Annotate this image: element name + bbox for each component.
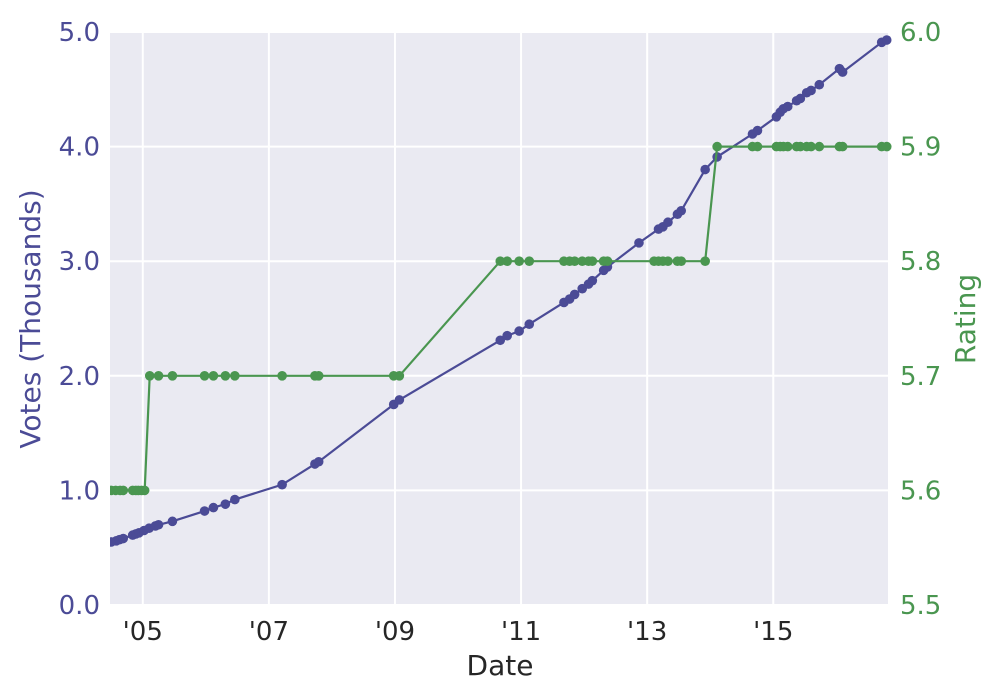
data-point — [313, 371, 324, 381]
data-point — [663, 256, 673, 267]
votes-series — [110, 35, 892, 547]
data-point — [495, 256, 506, 267]
x-tick-label: '05 — [123, 617, 163, 647]
data-point — [502, 256, 512, 267]
data-point — [569, 256, 580, 267]
plot-area — [110, 32, 888, 605]
data-point — [220, 371, 231, 381]
left-tick-label: 3.0 — [59, 247, 100, 277]
data-point — [806, 141, 816, 152]
data-point — [524, 319, 535, 330]
data-point — [752, 125, 763, 136]
data-point — [313, 456, 324, 467]
left-tick-label: 5.0 — [59, 18, 100, 48]
x-tick-label: '13 — [627, 617, 667, 647]
right-axis-ticks: 5.5 5.6 5.7 5.8 5.9 6.0 — [900, 18, 941, 621]
data-point — [676, 205, 687, 216]
right-tick-label: 5.9 — [900, 133, 941, 163]
left-tick-label: 4.0 — [59, 133, 100, 163]
data-point — [208, 371, 219, 381]
data-point — [814, 79, 825, 90]
left-axis-title: Votes (Thousands) — [14, 189, 47, 448]
data-point — [153, 519, 164, 530]
data-point — [139, 485, 150, 496]
data-point — [167, 371, 178, 381]
left-tick-label: 0.0 — [59, 591, 100, 621]
data-point — [167, 516, 178, 527]
data-point — [502, 330, 512, 341]
data-point — [118, 533, 129, 544]
right-tick-label: 6.0 — [900, 18, 941, 48]
data-point — [199, 506, 210, 516]
data-point — [782, 141, 793, 152]
data-point — [837, 67, 848, 77]
data-point — [676, 256, 687, 267]
data-point — [208, 502, 219, 513]
data-point — [602, 256, 613, 267]
data-point — [144, 371, 155, 381]
data-point — [814, 141, 825, 152]
left-axis-ticks: 0.0 1.0 2.0 3.0 4.0 5.0 — [59, 18, 100, 621]
data-point — [587, 256, 598, 267]
data-point — [837, 141, 848, 152]
x-tick-label: '09 — [375, 617, 415, 647]
data-point — [199, 371, 210, 381]
data-point — [795, 93, 806, 104]
data-point — [514, 326, 524, 336]
right-tick-label: 5.6 — [900, 476, 941, 506]
x-tick-label: '15 — [753, 617, 793, 647]
data-point — [587, 275, 598, 286]
data-point — [752, 141, 763, 152]
x-axis-title: Date — [467, 649, 534, 682]
data-point — [663, 217, 673, 228]
data-point — [569, 289, 580, 300]
data-point — [230, 371, 240, 381]
data-point — [881, 141, 892, 152]
left-tick-label: 1.0 — [59, 476, 100, 506]
right-tick-label: 5.8 — [900, 247, 941, 277]
data-point — [495, 335, 506, 346]
x-axis-ticks: '05 '07 '09 '11 '13 '15 — [123, 617, 794, 647]
data-point — [220, 499, 231, 509]
data-point — [394, 395, 405, 405]
x-tick-label: '07 — [249, 617, 289, 647]
data-point — [118, 485, 129, 496]
right-tick-label: 5.7 — [900, 362, 941, 392]
data-point — [881, 35, 892, 45]
data-point — [277, 479, 287, 490]
x-tick-label: '11 — [501, 617, 541, 647]
right-tick-label: 5.5 — [900, 591, 941, 621]
data-point — [514, 256, 524, 267]
rating-series — [110, 141, 892, 496]
right-axis-title: Rating — [949, 274, 982, 364]
data-point — [524, 256, 535, 267]
left-tick-label: 2.0 — [59, 362, 100, 392]
data-point — [230, 494, 240, 505]
data-point — [806, 85, 816, 96]
data-point — [700, 256, 710, 267]
data-point — [153, 371, 164, 381]
data-point — [700, 164, 710, 175]
data-point — [712, 141, 722, 152]
data-point — [782, 101, 793, 112]
data-point — [394, 371, 405, 381]
data-point — [277, 371, 287, 381]
data-point — [634, 238, 644, 248]
